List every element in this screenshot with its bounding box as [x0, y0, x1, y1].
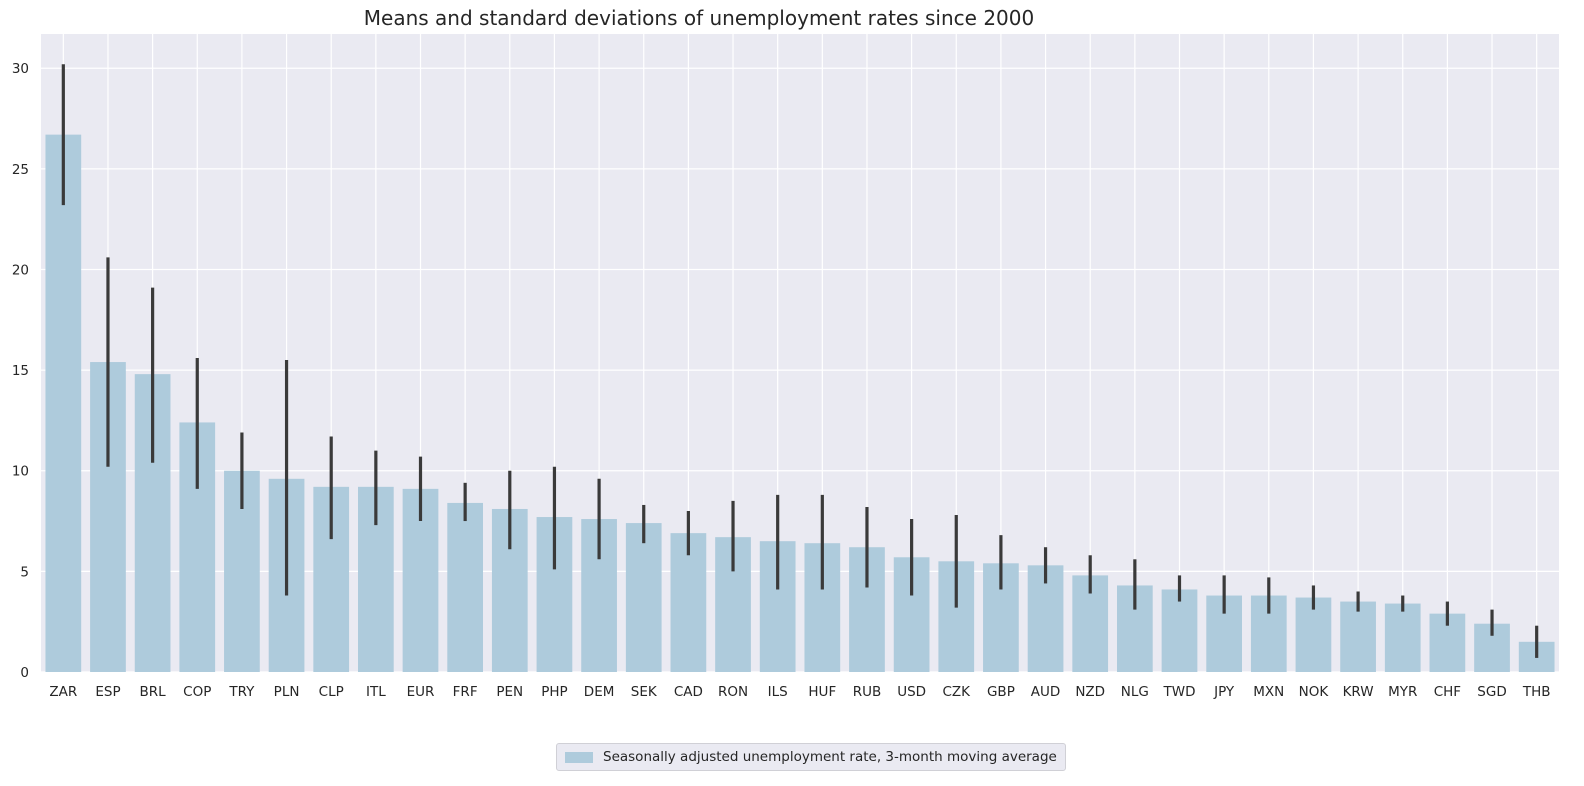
x-tick-label: TWD: [1163, 684, 1196, 700]
x-tick-label: CAD: [674, 684, 703, 700]
x-tick-label: NOK: [1299, 684, 1330, 700]
bar-zar: [45, 134, 82, 672]
y-tick-label: 0: [20, 665, 29, 681]
x-tick-label: FRF: [453, 684, 478, 700]
bar-twd: [1161, 589, 1198, 672]
x-tick-label: RON: [718, 684, 748, 700]
x-tick-label: KRW: [1343, 684, 1374, 700]
legend: Seasonally adjusted unemployment rate, 3…: [556, 743, 1066, 771]
y-tick-label: 5: [20, 564, 29, 580]
x-tick-label: SGD: [1477, 684, 1506, 700]
y-tick-label: 20: [12, 262, 29, 278]
x-tick-label: MYR: [1388, 684, 1417, 700]
x-axis-ticks: ZAR ESP BRL COP TRY PLN CLP ITL EUR FRF PEN PHP DEM S…: [49, 684, 1550, 700]
bar-myr: [1384, 603, 1421, 672]
x-tick-label: COP: [183, 684, 211, 700]
error-bars: [61, 64, 1539, 658]
x-tick-label: ILS: [768, 684, 788, 700]
x-tick-label: CLP: [319, 684, 344, 700]
x-tick-label: THB: [1522, 684, 1551, 700]
y-tick-label: 25: [12, 162, 29, 178]
x-tick-label: PEN: [496, 684, 523, 700]
x-tick-label: GBP: [987, 684, 1015, 700]
legend-label: Seasonally adjusted unemployment rate, 3…: [603, 749, 1057, 765]
x-tick-label: USD: [897, 684, 926, 700]
x-tick-label: ZAR: [49, 684, 77, 700]
x-tick-label: NLG: [1121, 684, 1149, 700]
bar-krw: [1340, 601, 1376, 672]
x-tick-label: BRL: [140, 684, 167, 700]
x-tick-label: SEK: [631, 684, 658, 700]
bar-nok: [1295, 597, 1332, 672]
x-tick-label: NZD: [1075, 684, 1105, 700]
x-tick-label: CZK: [942, 684, 971, 700]
x-tick-label: EUR: [407, 684, 435, 700]
x-tick-label: ESP: [95, 684, 120, 700]
y-axis-ticks: 0 5 10 15 20 25 30: [12, 61, 29, 681]
x-tick-label: ITL: [366, 684, 386, 700]
y-tick-label: 30: [12, 61, 29, 77]
bar-cad: [670, 533, 707, 672]
x-tick-label: AUD: [1031, 684, 1061, 700]
bar-sek: [625, 523, 662, 672]
x-tick-label: PHP: [541, 684, 567, 700]
x-tick-label: PLN: [274, 684, 300, 700]
bar-frf: [447, 502, 484, 672]
y-tick-label: 10: [12, 464, 29, 480]
x-tick-label: RUB: [853, 684, 882, 700]
x-tick-label: JPY: [1213, 684, 1235, 700]
x-tick-label: HUF: [808, 684, 836, 700]
x-tick-label: CHF: [1434, 684, 1461, 700]
x-tick-label: DEM: [584, 684, 615, 700]
legend-swatch: [565, 751, 593, 763]
chart-title: Means and standard deviations of unemplo…: [364, 6, 1034, 30]
y-tick-label: 15: [12, 363, 29, 379]
x-tick-label: MXN: [1253, 684, 1284, 700]
x-tick-label: TRY: [228, 684, 255, 700]
